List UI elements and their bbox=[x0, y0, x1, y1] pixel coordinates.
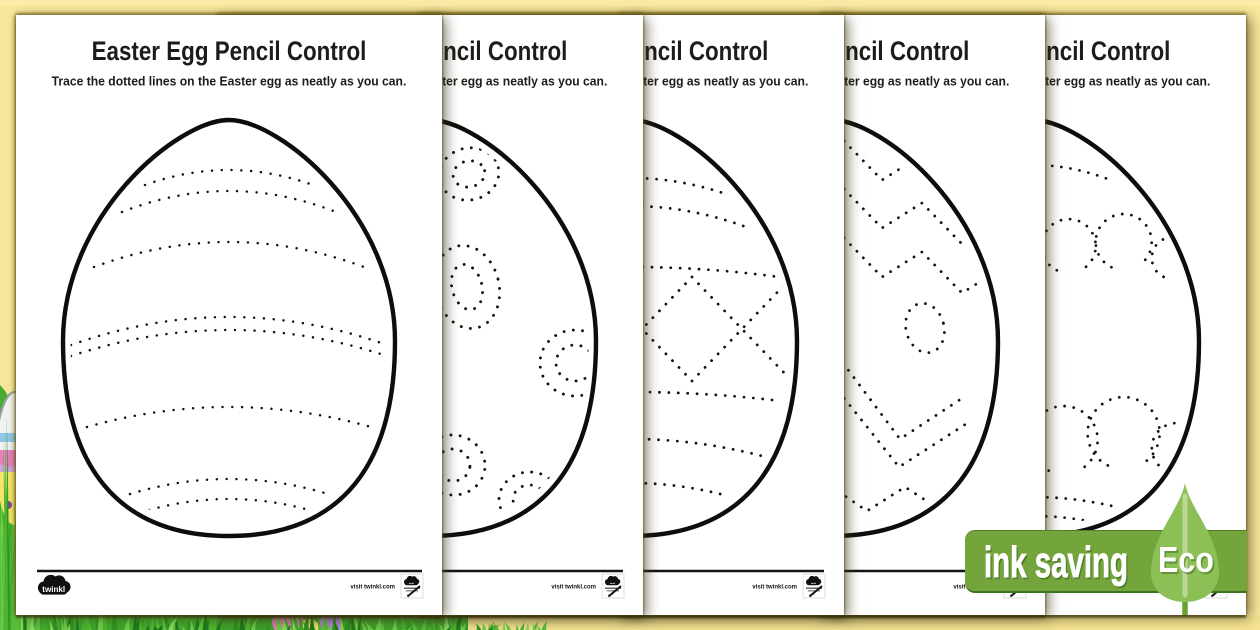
svg-text:visit twinkl.com: visit twinkl.com bbox=[350, 585, 395, 591]
svg-text:twinkl: twinkl bbox=[42, 585, 65, 594]
svg-text:visit twinkl.com: visit twinkl.com bbox=[551, 585, 596, 591]
svg-text:twinkl: twinkl bbox=[811, 582, 817, 585]
svg-text:Trace the dotted lines on the: Trace the dotted lines on the Easter egg… bbox=[52, 74, 407, 89]
svg-text:twinkl: twinkl bbox=[610, 582, 616, 585]
svg-text:Easter Egg Pencil Control: Easter Egg Pencil Control bbox=[92, 37, 367, 66]
svg-text:visit twinkl.com: visit twinkl.com bbox=[752, 585, 797, 591]
svg-text:twinkl: twinkl bbox=[409, 582, 415, 585]
